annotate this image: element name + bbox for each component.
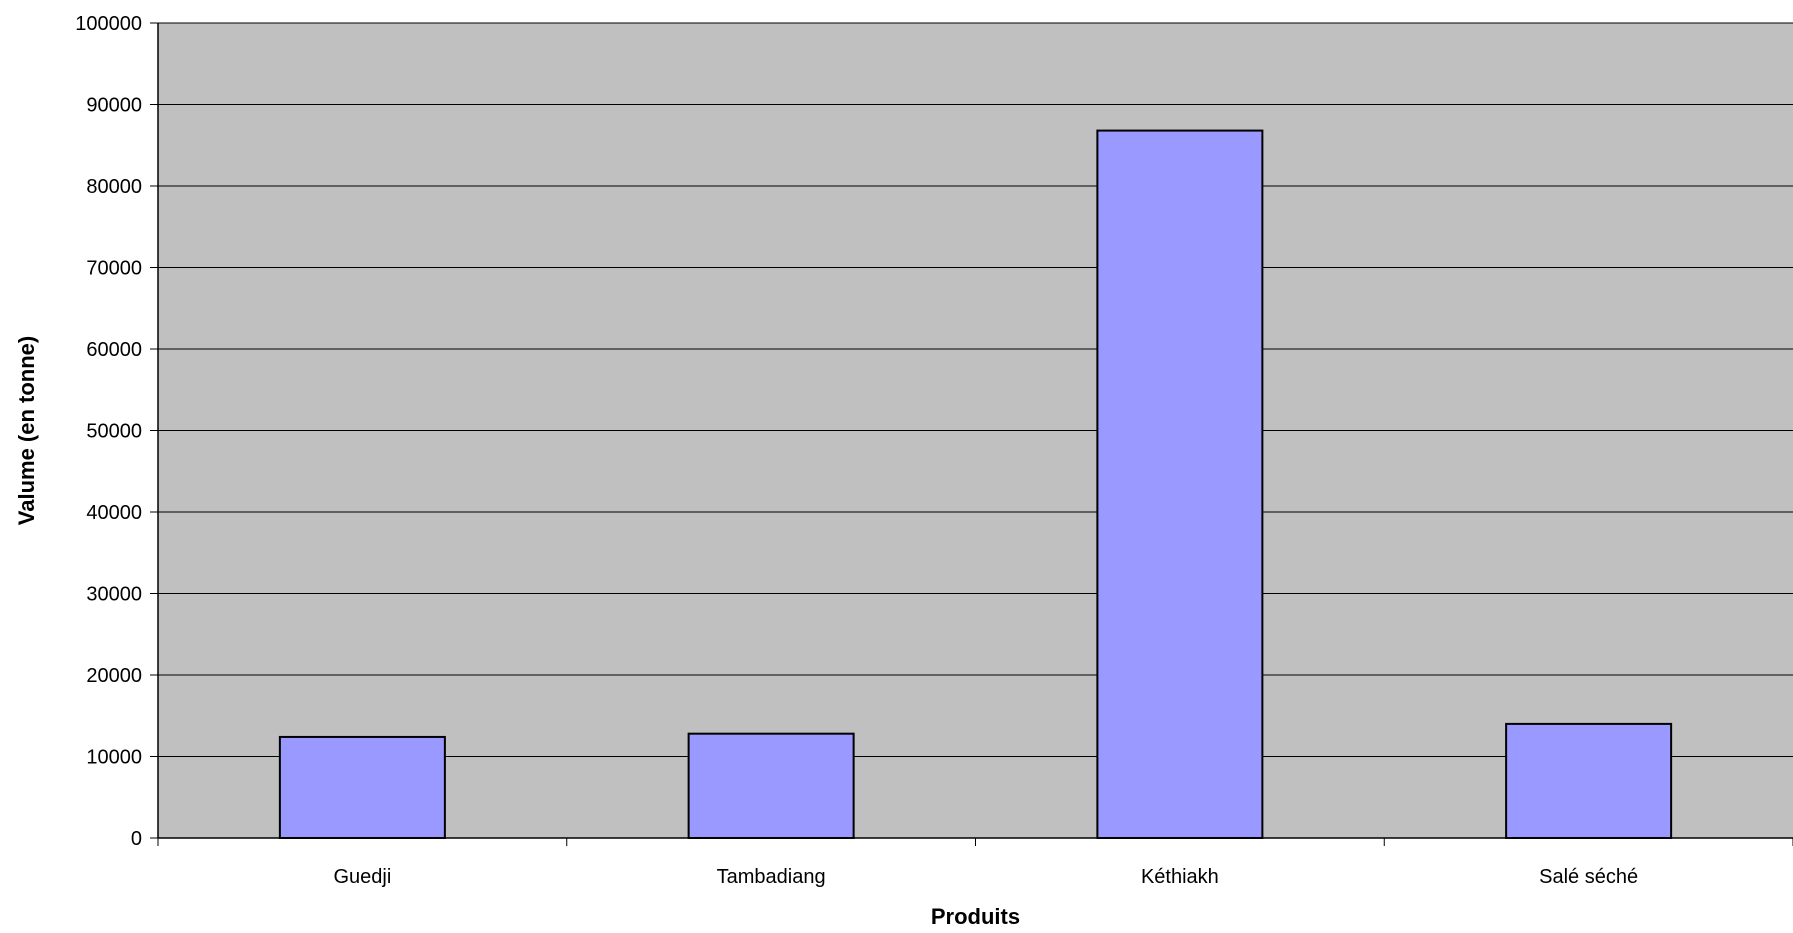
y-tick-label: 10000: [86, 747, 142, 769]
y-tick-label: 30000: [86, 584, 142, 606]
y-axis-title: Valume (en tonne): [14, 336, 39, 525]
y-tick-label: 100000: [75, 13, 142, 35]
bars: [278, 129, 1673, 840]
gridlines: [158, 22, 1793, 757]
x-tick-label: Kéthiakh: [1141, 866, 1219, 888]
y-tick-label: 0: [131, 828, 142, 850]
bar-4: [1505, 722, 1673, 840]
y-tick-label: 40000: [86, 502, 142, 524]
y-tick-label: 70000: [86, 258, 142, 280]
x-tick-labels: Guedji Tambadiang Kéthiakh Salé séché: [333, 866, 1638, 888]
x-tick-label: Guedji: [333, 866, 391, 888]
axes: [150, 22, 1793, 846]
bar-1: [278, 735, 446, 839]
x-axis-title: Produits: [931, 904, 1020, 929]
y-tick-label: 90000: [86, 95, 142, 117]
y-tick-labels: 0 10000 20000 30000 40000 50000 60000 70000 8000…: [75, 13, 142, 850]
y-tick-label: 50000: [86, 421, 142, 443]
x-tick-label: Tambadiang: [717, 866, 826, 888]
bar-3: [1096, 129, 1264, 839]
y-tick-label: 20000: [86, 665, 142, 687]
bar-2: [687, 732, 855, 839]
y-tick-label: 60000: [86, 339, 142, 361]
x-tick-label: Salé séché: [1539, 866, 1638, 888]
y-tick-label: 80000: [86, 176, 142, 198]
